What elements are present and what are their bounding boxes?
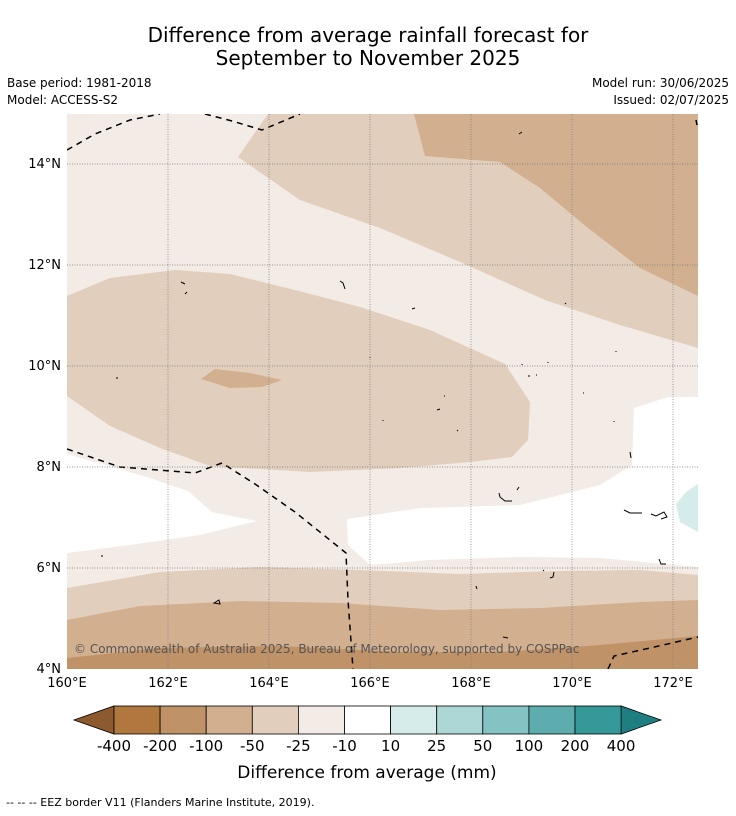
band-10-to-10-white [67,454,257,553]
x-tick-label: 162°E [148,676,188,691]
colorbar-label: 200 [561,737,590,755]
y-tick-label: 12°N [28,258,61,273]
eez-borders [67,114,698,669]
x-tick-label: 168°E [451,676,491,691]
colorbar-title: Difference from average (mm) [237,763,496,783]
x-tick-label: 164°E [249,676,289,691]
colorbar-label: -100 [189,737,223,755]
colorbar-swatch [528,705,576,735]
issued-date: Issued: 02/07/2025 [613,93,729,107]
model-name: Model: ACCESS-S2 [7,93,119,107]
rainfall-map-area: © Commonwealth of Australia 2025, Bureau… [67,114,698,669]
colorbar-extend-low [72,705,115,735]
band-50-to-25-central [67,270,530,472]
y-tick-label: 10°N [28,359,61,374]
band-10-to-25 [676,484,698,532]
colorbar-swatch [436,705,484,735]
colorbar-swatch [297,705,345,735]
colorbar-label: 10 [381,737,400,755]
colorbar-label: -50 [240,737,265,755]
colorbar-swatch [344,705,391,735]
map-title-line2: September to November 2025 [215,46,521,70]
island-outlines [101,131,668,639]
graticule [67,114,698,669]
colorbar-swatch [482,705,530,735]
colorbar-label: 25 [427,737,446,755]
colorbar-swatch [205,705,253,735]
x-tick-label: 160°E [47,676,87,691]
copyright-notice: © Commonwealth of Australia 2025, Bureau… [74,642,579,656]
colorbar-label: 400 [607,737,636,755]
y-tick-label: 8°N [37,460,62,475]
base-period: Base period: 1981-2018 [7,76,152,90]
x-tick-label: 166°E [350,676,390,691]
y-tick-label: 14°N [28,157,61,172]
y-axis-ticks: 14°N 12°N 10°N 8°N 6°N 4°N [28,157,61,677]
band-10-to-10-white-east [347,397,698,567]
x-tick-label: 172°E [653,676,693,691]
colorbar: -400 -200 -100 -50 -25 -10 10 25 50 100 200 400 [72,705,663,755]
colorbar-label: -10 [332,737,357,755]
eez-footnote: -- -- -- EEZ border V11 (Flanders Marine… [6,796,315,809]
model-run: Model run: 30/06/2025 [591,76,729,90]
colorbar-swatch [251,705,299,735]
colorbar-swatch [159,705,207,735]
map-title-line1: Difference from average rainfall forecas… [147,23,589,47]
colorbar-label: -25 [286,737,311,755]
colorbar-swatch [574,705,622,735]
band-100-to-50-north [414,114,698,296]
colorbar-swatch [113,705,161,735]
colorbar-label: -400 [97,737,131,755]
colorbar-label: 100 [515,737,544,755]
colorbar-extend-high [620,705,663,735]
colorbar-label: 50 [473,737,492,755]
band-100-to-50-spot [201,369,282,388]
colorbar-swatch [390,705,438,735]
x-axis-ticks: 160°E 162°E 164°E 166°E 168°E 170°E 172°… [47,676,693,691]
y-tick-label: 4°N [37,662,62,677]
colorbar-label: -200 [143,737,177,755]
y-tick-label: 6°N [37,561,62,576]
x-tick-label: 170°E [552,676,592,691]
band-200-to-100-south [67,636,698,669]
